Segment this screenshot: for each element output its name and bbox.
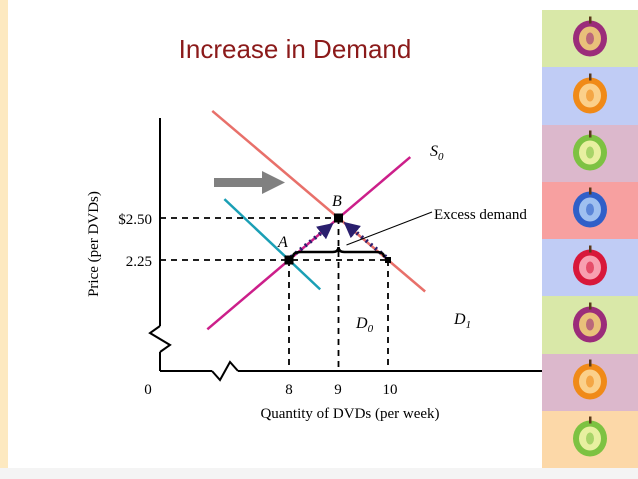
tile-7 <box>542 353 638 411</box>
demand-curve-d1 <box>211 109 426 293</box>
point-a-marker <box>284 255 294 265</box>
y-axis-label: Price (per DVDs) <box>86 191 102 297</box>
supply-curve-s0 <box>206 156 412 331</box>
x-tick-label-8: 8 <box>285 382 293 398</box>
excess-demand-leader <box>346 211 433 246</box>
decorative-tile-strip <box>542 10 638 468</box>
x-axis-break <box>211 360 239 382</box>
red-fruit-icon <box>570 243 610 292</box>
tile-1 <box>542 10 638 68</box>
y-tick-label-2-50: $2.50 <box>118 212 152 228</box>
left-accent-stripe <box>0 0 8 468</box>
green-fruit-icon <box>570 129 610 178</box>
series-label-d0: D0 <box>355 315 374 335</box>
tile-2 <box>542 67 638 125</box>
demand-curve-d0 <box>223 198 322 291</box>
point-a-label: A <box>277 234 288 251</box>
excess-end-marker <box>385 257 391 263</box>
tile-5 <box>542 239 638 297</box>
orange-slice-icon <box>570 71 610 120</box>
apple-slice-icon <box>570 300 610 349</box>
x-axis-label: Quantity of DVDs (per week) <box>260 406 439 422</box>
point-b-label: B <box>332 193 342 210</box>
tile-8 <box>542 410 638 468</box>
y-axis-break <box>148 325 172 353</box>
excess-demand-brace <box>291 246 386 258</box>
green-fruit-icon <box>570 415 610 464</box>
tile-4 <box>542 181 638 239</box>
slide-title: Increase in Demand <box>178 34 412 64</box>
x-tick-label-9: 9 <box>334 382 342 398</box>
blue-fruit-icon <box>570 186 610 235</box>
series-label-s0: S0 <box>430 143 444 163</box>
x-tick-label-10: 10 <box>383 382 398 398</box>
tile-3 <box>542 124 638 182</box>
y-tick-label-2-25: 2.25 <box>126 254 152 270</box>
x-tick-label-0: 0 <box>144 382 152 398</box>
tile-6 <box>542 296 638 354</box>
bottom-band <box>0 468 638 479</box>
excess-demand-label: Excess demand <box>434 207 527 223</box>
series-label-d1: D1 <box>453 311 471 331</box>
apple-slice-icon <box>570 14 610 63</box>
adjustment-path-a-to-b <box>289 223 334 259</box>
point-b-marker <box>334 213 343 223</box>
adjustment-path-excess-to-b <box>343 221 388 259</box>
orange-slice-icon <box>570 358 610 407</box>
demand-shift-arrow <box>214 171 285 194</box>
